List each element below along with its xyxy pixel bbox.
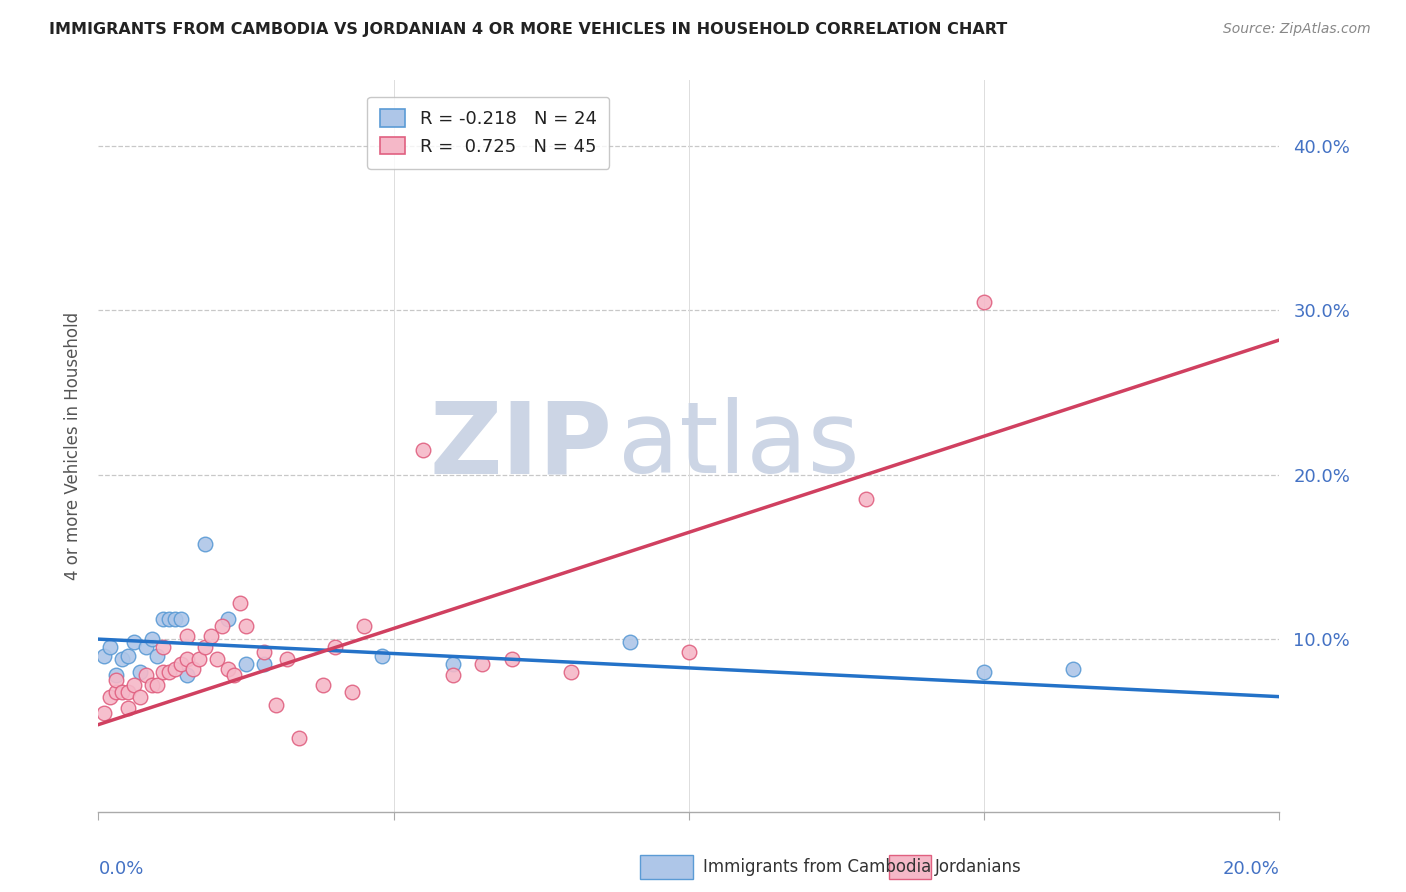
Point bbox=[276, 652, 298, 666]
Point bbox=[253, 645, 276, 659]
Point bbox=[264, 698, 287, 712]
Point bbox=[217, 612, 239, 626]
Point bbox=[353, 619, 375, 633]
Text: Immigrants from Cambodia: Immigrants from Cambodia bbox=[703, 858, 931, 876]
Point bbox=[152, 612, 174, 626]
Point bbox=[135, 668, 157, 682]
Text: ZIP: ZIP bbox=[429, 398, 612, 494]
Point bbox=[187, 652, 209, 666]
Point bbox=[194, 640, 217, 655]
Point bbox=[194, 537, 217, 551]
Point bbox=[111, 652, 134, 666]
Point bbox=[176, 652, 198, 666]
Point bbox=[619, 635, 641, 649]
Point bbox=[105, 668, 128, 682]
Point bbox=[141, 632, 163, 647]
Point bbox=[973, 665, 995, 679]
Point bbox=[560, 665, 582, 679]
Point bbox=[98, 640, 121, 655]
Point bbox=[146, 678, 169, 692]
Point bbox=[98, 690, 121, 704]
Point bbox=[253, 657, 276, 671]
Point bbox=[117, 701, 139, 715]
Point bbox=[146, 648, 169, 663]
Point bbox=[371, 648, 394, 663]
Point bbox=[176, 629, 198, 643]
Text: 0.0%: 0.0% bbox=[98, 860, 143, 879]
Point bbox=[441, 668, 464, 682]
Point bbox=[165, 612, 187, 626]
Text: 20.0%: 20.0% bbox=[1223, 860, 1279, 879]
Point bbox=[165, 662, 187, 676]
Point bbox=[141, 678, 163, 692]
Point bbox=[152, 640, 174, 655]
Point bbox=[105, 673, 128, 688]
Point bbox=[312, 678, 335, 692]
Point bbox=[1062, 662, 1084, 676]
Point bbox=[205, 652, 228, 666]
Point bbox=[122, 635, 145, 649]
Point bbox=[235, 619, 257, 633]
Point bbox=[412, 443, 434, 458]
Point bbox=[441, 657, 464, 671]
Point bbox=[229, 596, 252, 610]
Point bbox=[471, 657, 494, 671]
Point bbox=[170, 612, 193, 626]
Point bbox=[105, 684, 128, 698]
Point bbox=[224, 668, 246, 682]
Point bbox=[855, 492, 877, 507]
Point bbox=[157, 665, 180, 679]
Text: Jordanians: Jordanians bbox=[935, 858, 1022, 876]
Point bbox=[93, 706, 115, 720]
Legend: R = -0.218   N = 24, R =  0.725   N = 45: R = -0.218 N = 24, R = 0.725 N = 45 bbox=[367, 96, 609, 169]
Point bbox=[157, 612, 180, 626]
Point bbox=[122, 678, 145, 692]
Point bbox=[235, 657, 257, 671]
Point bbox=[152, 665, 174, 679]
Point bbox=[211, 619, 233, 633]
Y-axis label: 4 or more Vehicles in Household: 4 or more Vehicles in Household bbox=[63, 312, 82, 580]
Text: IMMIGRANTS FROM CAMBODIA VS JORDANIAN 4 OR MORE VEHICLES IN HOUSEHOLD CORRELATIO: IMMIGRANTS FROM CAMBODIA VS JORDANIAN 4 … bbox=[49, 22, 1008, 37]
Text: Source: ZipAtlas.com: Source: ZipAtlas.com bbox=[1223, 22, 1371, 37]
Point bbox=[288, 731, 311, 745]
Point bbox=[217, 662, 239, 676]
Point bbox=[200, 629, 222, 643]
Point bbox=[170, 657, 193, 671]
Point bbox=[973, 295, 995, 310]
Point bbox=[128, 690, 150, 704]
Point bbox=[176, 668, 198, 682]
Point bbox=[678, 645, 700, 659]
Text: atlas: atlas bbox=[619, 398, 859, 494]
Point bbox=[111, 684, 134, 698]
Point bbox=[323, 640, 346, 655]
Point bbox=[181, 662, 204, 676]
Point bbox=[117, 648, 139, 663]
Point bbox=[128, 665, 150, 679]
Point bbox=[117, 684, 139, 698]
Point bbox=[135, 640, 157, 655]
Point bbox=[342, 684, 364, 698]
Point bbox=[93, 648, 115, 663]
Point bbox=[501, 652, 523, 666]
